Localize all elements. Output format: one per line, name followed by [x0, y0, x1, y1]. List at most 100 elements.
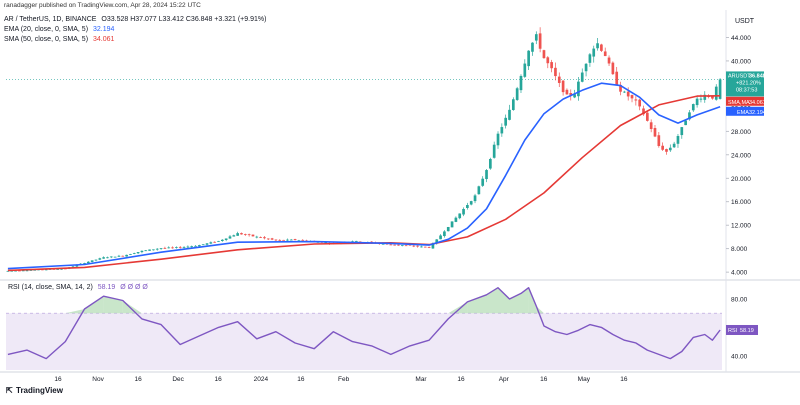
time-tick-label: 16	[540, 376, 548, 383]
candle-body	[714, 86, 718, 100]
candle-body	[132, 253, 136, 255]
candle-body	[251, 234, 255, 237]
candle-body	[649, 122, 653, 130]
rsi-line	[7, 287, 721, 360]
candle-body	[634, 99, 638, 101]
candle-body	[657, 135, 661, 146]
candle-body	[703, 94, 707, 100]
time-tick-label: 16	[620, 376, 628, 383]
candle-body	[266, 238, 270, 240]
candle-body	[626, 91, 630, 97]
rsi-tick-label: 40.00	[731, 353, 748, 360]
tradingview-logo[interactable]: ⇱ TradingView	[6, 386, 63, 395]
time-tick-label: Nov	[92, 376, 104, 383]
candle-body	[186, 246, 190, 248]
price-tick-label: 12.000	[731, 223, 751, 230]
rsi-tag-label: RSI	[728, 328, 738, 334]
candle-body	[228, 236, 232, 239]
last-price-tag-value: 36.848	[749, 73, 766, 79]
candles-group	[6, 27, 722, 272]
candle-body	[466, 204, 469, 208]
candle-body	[106, 257, 109, 259]
candle-body	[477, 186, 481, 195]
candle-body	[41, 269, 44, 271]
candle-body	[439, 235, 442, 240]
candle-body	[102, 257, 105, 259]
candle-body	[71, 266, 75, 268]
candle-body	[508, 109, 511, 120]
candle-body	[400, 245, 404, 247]
candle-body	[588, 54, 592, 63]
candle-body	[163, 247, 167, 249]
candle-body	[182, 247, 186, 248]
ema-tag-bg	[726, 106, 764, 116]
candle-body	[274, 239, 278, 241]
rsi-tag-value: 58.19	[740, 328, 754, 334]
candle-body	[561, 80, 565, 93]
candle-body	[25, 270, 29, 272]
ohlc-values: O33.528 H37.077 L33.412 C36.848 +3.321 (…	[101, 16, 267, 23]
candle-body	[6, 270, 10, 272]
candle-body	[129, 254, 132, 255]
sma-tag-label: SMA,MA	[728, 100, 750, 106]
candle-body	[194, 245, 197, 247]
candle-body	[171, 247, 174, 249]
time-tick-label: 16	[215, 376, 223, 383]
candle-body	[550, 62, 553, 69]
tradingview-logo-icon: ⇱	[6, 386, 13, 395]
candle-body	[121, 255, 125, 257]
candle-body	[592, 48, 596, 57]
candle-body	[301, 239, 305, 241]
candle-body	[684, 120, 687, 126]
rsi-overbought-fill	[65, 309, 85, 314]
candle-body	[611, 62, 615, 75]
candle-body	[293, 239, 297, 241]
rsi-value-tag: RSI 58.19	[726, 324, 758, 335]
candle-body	[420, 246, 423, 248]
ema-legend[interactable]: EMA (20, close, 0, SMA, 5) 32.194	[4, 26, 114, 33]
rsi-tag-bg	[726, 324, 758, 335]
candle-body	[691, 104, 695, 111]
rsi-overbought-fill	[498, 287, 510, 314]
candle-body	[573, 94, 576, 98]
candle-body	[213, 241, 217, 243]
candle-body	[297, 240, 301, 242]
candle-body	[56, 269, 60, 270]
candle-body	[446, 226, 450, 232]
candle-body	[136, 252, 140, 254]
rsi-legend[interactable]: RSI (14, close, SMA, 14, 2) 58.19 Ø Ø Ø …	[8, 284, 148, 291]
candle-body	[412, 245, 416, 247]
ema20-line	[7, 82, 721, 270]
candle-body	[175, 247, 178, 248]
candle-body	[534, 34, 538, 41]
time-tick-label: 2024	[254, 376, 269, 383]
candle-body	[680, 127, 684, 136]
candle-body	[515, 88, 519, 100]
sma-legend[interactable]: SMA (50, close, 0, SMA, 5) 34.061	[4, 36, 114, 43]
candle-body	[519, 75, 523, 91]
candle-body	[557, 76, 561, 83]
ema-tag-value: 32.194	[749, 110, 766, 116]
ema-tag-label: EMA	[737, 110, 749, 116]
candle-body	[243, 234, 247, 235]
candle-body	[282, 239, 285, 241]
rsi-overbought-fill	[521, 287, 529, 314]
candle-body	[504, 117, 508, 126]
candle-body	[236, 233, 239, 236]
time-tick-label: Mar	[415, 376, 427, 383]
time-tick-label: 16	[134, 376, 142, 383]
candle-body	[289, 239, 293, 241]
candle-body	[217, 240, 220, 242]
rsi-overbought-fill	[467, 294, 487, 314]
candle-body	[623, 91, 626, 93]
candle-body	[462, 208, 465, 215]
candle-body	[431, 243, 435, 249]
candle-body	[427, 247, 431, 248]
price-tick-label: 4.000	[731, 270, 748, 277]
price-tick-label: 8.000	[731, 246, 748, 253]
candle-body	[511, 99, 515, 110]
candle-body	[94, 259, 98, 261]
candle-body	[565, 89, 569, 95]
